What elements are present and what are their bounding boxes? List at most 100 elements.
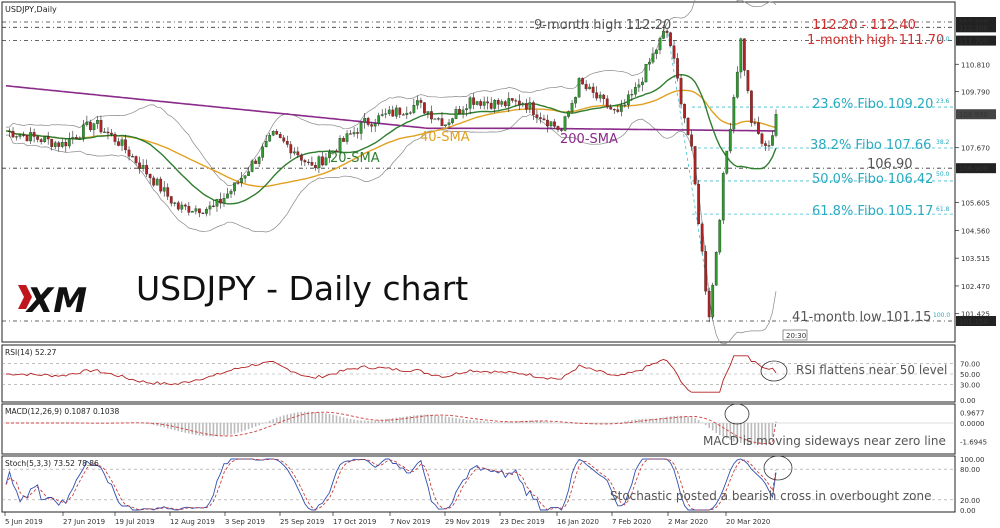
candle-body — [303, 160, 307, 163]
candle-body — [774, 114, 778, 136]
price-tag-box — [956, 22, 996, 33]
candle-body — [162, 187, 166, 192]
rsi-note: RSI flattens near 50 level — [796, 363, 947, 377]
candle-body — [205, 208, 208, 214]
candle-body — [29, 132, 32, 142]
candle-body — [546, 119, 549, 127]
macd-signal-line — [6, 411, 777, 444]
main-panel-frame — [1, 1, 956, 343]
candle-body — [764, 143, 767, 146]
candle-body — [486, 101, 490, 104]
candle-body — [370, 124, 374, 127]
candle-body — [553, 121, 556, 127]
candle-body — [465, 108, 468, 111]
price-tick-label: 109.790 — [961, 88, 990, 96]
candle-body — [676, 58, 679, 79]
price-tick-label: 101.150 — [959, 318, 988, 326]
price-tick-label: 106.900 — [959, 165, 988, 173]
price-tick-label: 111.700 — [959, 38, 988, 46]
time-box-frame — [782, 329, 808, 341]
candle-body — [81, 124, 85, 138]
candle-body — [753, 122, 757, 124]
rsi-tick-label: 30.00 — [960, 381, 980, 389]
candle-body — [85, 121, 89, 125]
price-tag-box — [956, 316, 996, 326]
candle-body — [651, 53, 655, 63]
candle-body — [198, 208, 201, 214]
candle-body — [472, 97, 476, 105]
candle-body — [595, 92, 599, 99]
stoch-tick-label: 20.00 — [960, 497, 980, 505]
date-tick-label: 27 Jun 2019 — [63, 518, 105, 526]
candle-body — [658, 38, 662, 51]
candle-body — [96, 120, 99, 124]
price-tick-label: 104.560 — [961, 227, 990, 235]
macd-panel-frame — [1, 403, 956, 455]
candle-body — [468, 97, 472, 109]
candle-body — [342, 138, 345, 142]
macd-note: MACD is moving sideways near zero line — [703, 434, 946, 448]
candle-body — [120, 139, 124, 146]
candle-body — [570, 103, 574, 112]
rsi-note-circle — [760, 360, 788, 382]
candle-body — [134, 156, 138, 163]
candle-body — [387, 109, 391, 114]
candle-body — [190, 211, 194, 213]
candle-body — [704, 251, 708, 292]
macd-tick-label: -1.6945 — [960, 439, 987, 447]
candle-body — [746, 70, 750, 92]
candle-body — [363, 118, 367, 123]
stoch-note-circle — [763, 455, 793, 481]
annotation-sma40: 40-SMA — [420, 130, 470, 145]
fib-small-0: 0.0 — [940, 36, 950, 43]
stoch-k-line — [5, 458, 777, 511]
macd-tick-label: 0.0000 — [960, 420, 985, 428]
candle-body — [384, 113, 388, 115]
candle-body — [131, 156, 134, 158]
candle-body — [437, 118, 440, 120]
candle-body — [426, 111, 430, 114]
candle-body — [282, 137, 286, 142]
annotation-fib-236: 23.6% Fibo 109.20 — [812, 97, 933, 112]
date-tick-label: 17 Oct 2019 — [333, 518, 376, 526]
time-box-label: 20:30 — [786, 332, 806, 340]
candle-body — [725, 150, 729, 174]
candle-body — [317, 156, 321, 169]
candle-body — [148, 173, 152, 179]
rsi-tick-label: 50.00 — [960, 371, 980, 379]
candle-body — [711, 284, 715, 318]
candle-body — [53, 142, 57, 147]
candle-body — [103, 131, 106, 133]
candle-body — [683, 103, 686, 119]
candle-body — [760, 133, 764, 144]
candle-body — [732, 97, 736, 130]
candle-body — [92, 123, 96, 131]
date-tick-label: 20 Mar 2020 — [726, 518, 770, 526]
candle-body — [74, 137, 78, 139]
candle-body — [124, 139, 127, 151]
candle-body — [707, 291, 711, 318]
candle-body — [419, 100, 423, 103]
macd-tick-label: 0.9677 — [960, 409, 985, 417]
candle-body — [517, 100, 521, 106]
candle-body — [106, 131, 110, 134]
stoch-note: Stochastic posted a bearish cross in ove… — [610, 489, 932, 503]
date-tick-label: 12 Aug 2019 — [170, 518, 215, 526]
candle-body — [771, 135, 774, 146]
candle-body — [591, 86, 595, 93]
stoch-tick-label: 100.00 — [960, 456, 985, 464]
stoch-d-line — [5, 458, 777, 511]
bollinger-upper — [6, 0, 777, 186]
candle-body — [686, 117, 690, 135]
stoch-tick-label: 0.00 — [960, 507, 976, 515]
candle-body — [373, 123, 377, 127]
candle-body — [556, 126, 560, 130]
candle-body — [349, 133, 352, 135]
chart-title: USDJPY - Daily chart — [136, 269, 468, 308]
candle-body — [306, 161, 310, 163]
annotation-9m-high: 9-month high 112.20 — [534, 18, 671, 33]
candle-body — [493, 99, 497, 109]
candles — [8, 24, 778, 323]
candle-body — [581, 78, 584, 85]
date-tick-label: 16 Jan 2020 — [557, 518, 599, 526]
